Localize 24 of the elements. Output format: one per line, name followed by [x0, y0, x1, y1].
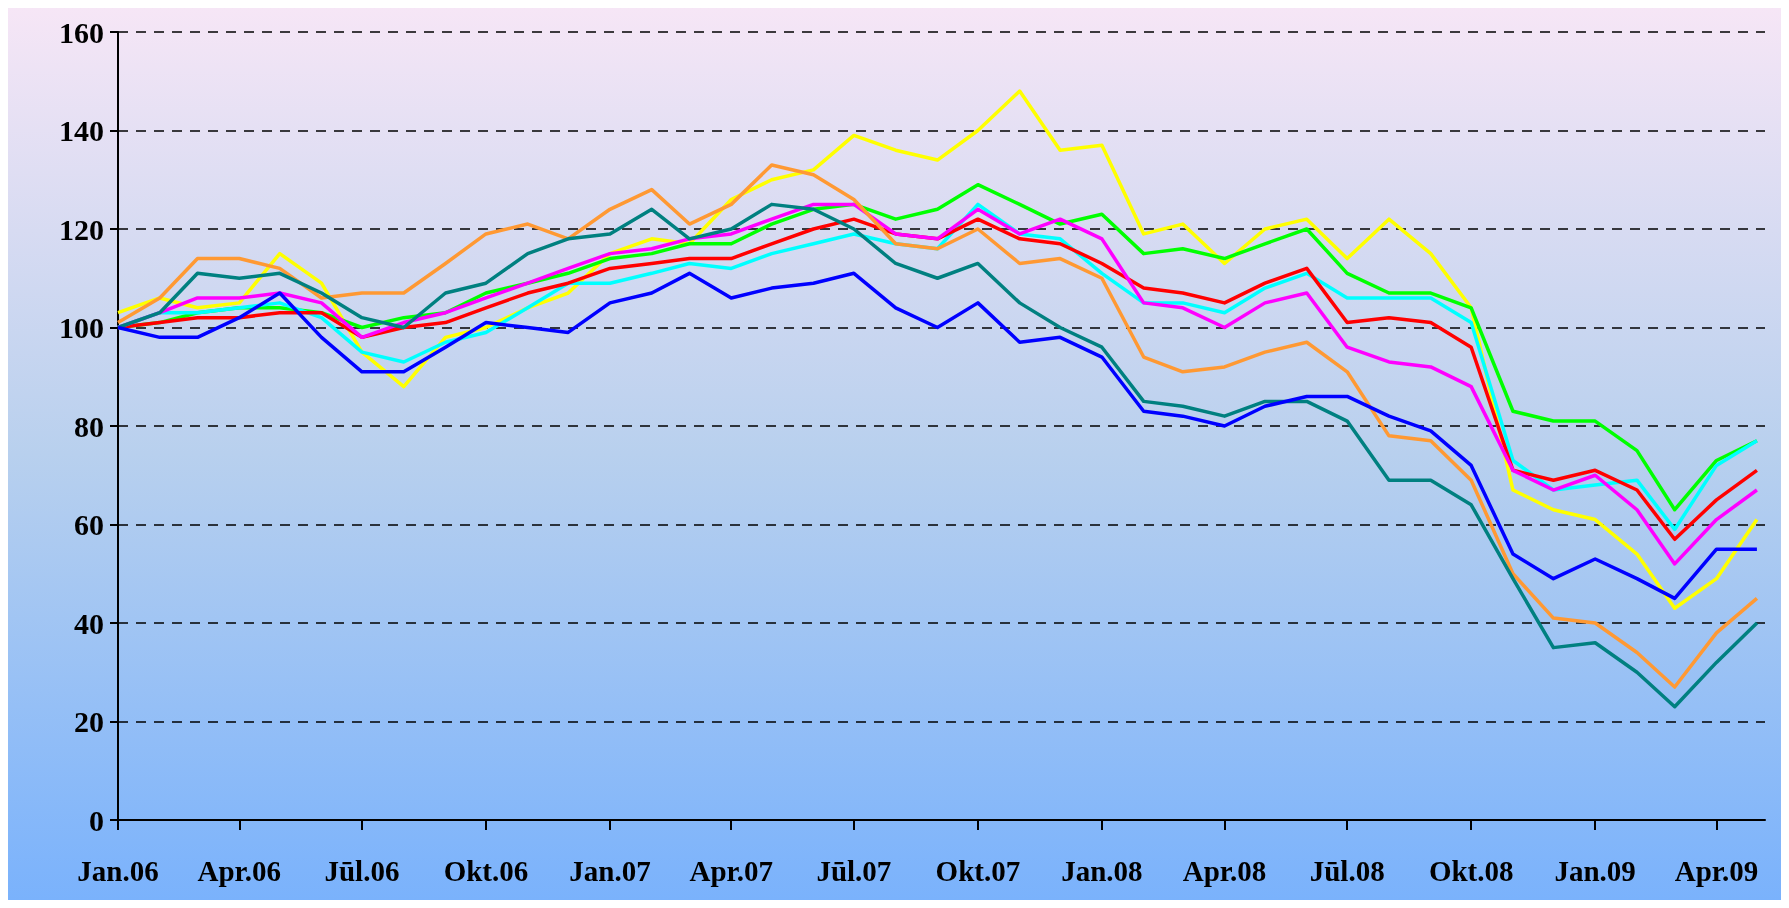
x-tick-label: Jūl.06 — [324, 854, 400, 887]
x-tick-label: Jan.07 — [569, 854, 651, 887]
x-tick-label: Apr.07 — [689, 854, 774, 887]
x-tick-label: Jūl.08 — [1309, 854, 1385, 887]
x-tick-label: Jan.06 — [77, 854, 159, 887]
y-tick-label: 140 — [59, 114, 104, 147]
y-tick-label: 80 — [74, 409, 104, 443]
x-tick-label: Okt.06 — [443, 854, 529, 887]
x-tick-label: Okt.08 — [1428, 854, 1514, 887]
y-tick-label: 0 — [89, 803, 104, 837]
y-tick-label: 100 — [59, 311, 104, 344]
y-tick-label: 20 — [74, 705, 104, 738]
x-tick-label: Okt.07 — [935, 854, 1021, 887]
y-tick-label: 40 — [74, 606, 104, 640]
x-tick-label: Apr.08 — [1182, 854, 1267, 887]
x-tick-label: Jūl.07 — [816, 854, 892, 887]
y-tick-label: 60 — [74, 508, 104, 541]
y-tick-label: 160 — [59, 15, 104, 49]
x-tick-label: Jan.09 — [1554, 854, 1636, 887]
y-tick-label: 120 — [59, 212, 104, 246]
x-tick-label: Apr.06 — [197, 854, 282, 887]
x-tick-label: Jan.08 — [1061, 854, 1143, 887]
x-tick-label: Apr.09 — [1674, 854, 1759, 887]
line-series — [116, 271, 1759, 601]
